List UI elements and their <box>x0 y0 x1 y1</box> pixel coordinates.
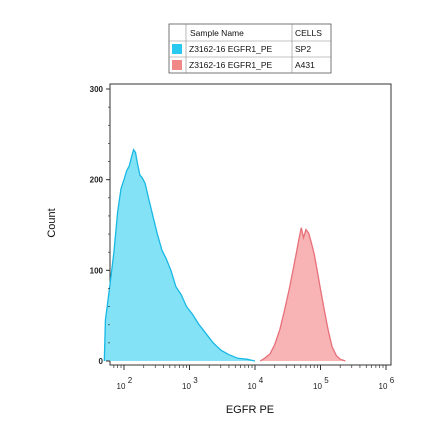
y-tick-label: 200 <box>90 176 104 185</box>
y-tick-label: 100 <box>90 266 104 275</box>
histogram-area-sp2 <box>104 149 255 361</box>
x-tick-exponent: 5 <box>324 376 329 385</box>
legend-sample-a431: Z3162-16 EGFR1_PE <box>189 60 272 70</box>
series-layer <box>103 148 346 362</box>
x-tick-label: 10 <box>313 382 322 391</box>
y-axis-title: Count <box>46 208 58 237</box>
legend-swatch-a431 <box>172 60 182 70</box>
histogram-area-a431 <box>260 227 346 361</box>
x-tick-exponent: 6 <box>390 376 395 385</box>
legend-header-sample: Sample Name <box>190 28 244 38</box>
histogram-line-a431 <box>259 227 346 362</box>
x-tick-label: 10 <box>248 382 257 391</box>
x-tick-exponent: 2 <box>128 376 133 385</box>
x-tick-exponent: 4 <box>259 376 264 385</box>
legend: Sample Name CELLS Z3162-16 EGFR1_PE SP2 … <box>168 23 332 74</box>
y-tick-label: 300 <box>90 85 104 94</box>
legend-cells-sp2: SP2 <box>295 44 311 54</box>
x-tick-exponent: 3 <box>193 376 198 385</box>
legend-sample-sp2: Z3162-16 EGFR1_PE <box>189 44 272 54</box>
legend-cells-a431: A431 <box>295 60 315 70</box>
x-tick-label: 10 <box>182 382 191 391</box>
x-tick-label: 10 <box>379 382 388 391</box>
histogram-line-sp2 <box>103 148 256 362</box>
legend-swatch-sp2 <box>172 44 182 54</box>
x-axis-title: EGFR PE <box>226 404 274 416</box>
legend-box <box>168 23 332 74</box>
legend-header-cells: CELLS <box>295 28 322 38</box>
y-tick-label: 0 <box>99 357 104 366</box>
x-tick-label: 10 <box>117 382 126 391</box>
